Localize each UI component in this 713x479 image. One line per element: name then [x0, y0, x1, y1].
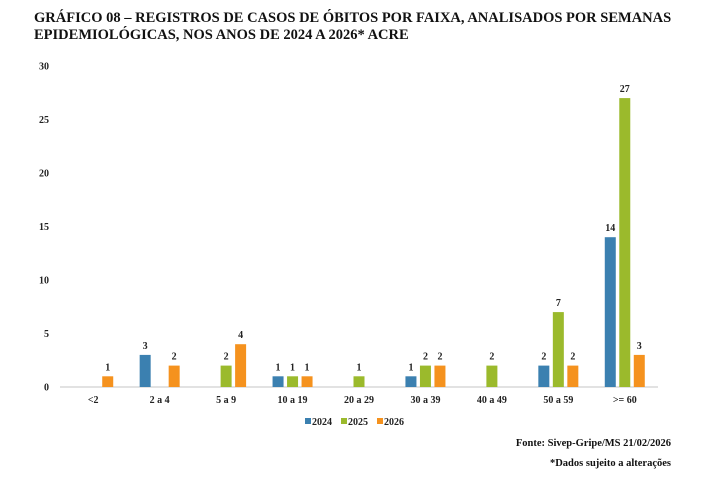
data-label-2025: 1	[290, 362, 295, 373]
y-tick-label: 25	[39, 115, 49, 126]
x-tick-label: >= 60	[613, 395, 637, 406]
data-label-2024: 2	[541, 352, 546, 363]
legend-swatch-2024	[305, 418, 311, 424]
legend-label-2025: 2025	[348, 417, 368, 428]
x-tick-label: 40 a 49	[477, 395, 507, 406]
data-label-2025: 2	[489, 352, 494, 363]
bar-2026	[633, 354, 645, 387]
y-tick-label: 0	[44, 383, 49, 394]
x-tick-label: 30 a 39	[410, 395, 440, 406]
bar-2026	[301, 376, 313, 387]
data-label-2026: 2	[570, 352, 575, 363]
y-tick-label: 20	[39, 169, 49, 180]
legend-label-2024: 2024	[312, 417, 332, 428]
bar-2024	[139, 354, 151, 387]
footnote-text: *Dados sujeito a alterações	[549, 458, 671, 469]
legend-swatch-2025	[341, 418, 347, 424]
chart-title: GRÁFICO 08 – REGISTROS DE CASOS DE ÓBITO…	[34, 10, 672, 43]
bar-2026	[102, 376, 114, 387]
data-label-2026: 1	[305, 362, 310, 373]
bar-2025	[419, 365, 431, 387]
x-tick-label: <2	[88, 395, 99, 406]
source-text: Fonte: Sivep-Gripe/MS 21/02/2026	[515, 438, 671, 449]
bar-2026	[567, 365, 579, 387]
data-label-2025: 27	[620, 84, 630, 95]
x-tick-label: 5 a 9	[216, 395, 236, 406]
bar-2025	[552, 312, 564, 387]
legend-label-2026: 2026	[384, 417, 404, 428]
y-tick-label: 10	[39, 276, 49, 287]
bar-2025	[220, 365, 232, 387]
data-label-2026: 3	[637, 341, 642, 352]
bar-2025	[486, 365, 498, 387]
bar-2024	[405, 376, 417, 387]
data-label-2026: 1	[105, 362, 110, 373]
x-tick-label: 50 a 59	[543, 395, 573, 406]
x-tick-label: 20 a 29	[344, 395, 374, 406]
bar-2025	[287, 376, 299, 387]
bar-2025	[619, 98, 631, 387]
data-label-2024: 1	[276, 362, 281, 373]
x-tick-label: 10 a 19	[278, 395, 308, 406]
y-tick-label: 5	[44, 329, 49, 340]
y-tick-label: 15	[39, 222, 49, 233]
x-tick-label: 2 a 4	[150, 395, 170, 406]
data-label-2025: 7	[556, 298, 561, 309]
data-label-2025: 1	[357, 362, 362, 373]
bar-2024	[538, 365, 550, 387]
data-label-2026: 2	[437, 352, 442, 363]
legend-swatch-2026	[377, 418, 383, 424]
bar-2026	[168, 365, 180, 387]
bar-2025	[353, 376, 365, 387]
data-label-2026: 4	[238, 330, 243, 341]
data-label-2025: 2	[423, 352, 428, 363]
data-label-2026: 2	[172, 352, 177, 363]
data-label-2024: 3	[143, 341, 148, 352]
data-label-2024: 14	[605, 223, 615, 234]
bar-2024	[604, 237, 616, 387]
bar-2026	[235, 344, 247, 387]
bar-2024	[272, 376, 284, 387]
y-tick-label: 30	[39, 62, 49, 73]
data-label-2025: 2	[224, 352, 229, 363]
data-label-2024: 1	[408, 362, 413, 373]
bar-2026	[434, 365, 446, 387]
